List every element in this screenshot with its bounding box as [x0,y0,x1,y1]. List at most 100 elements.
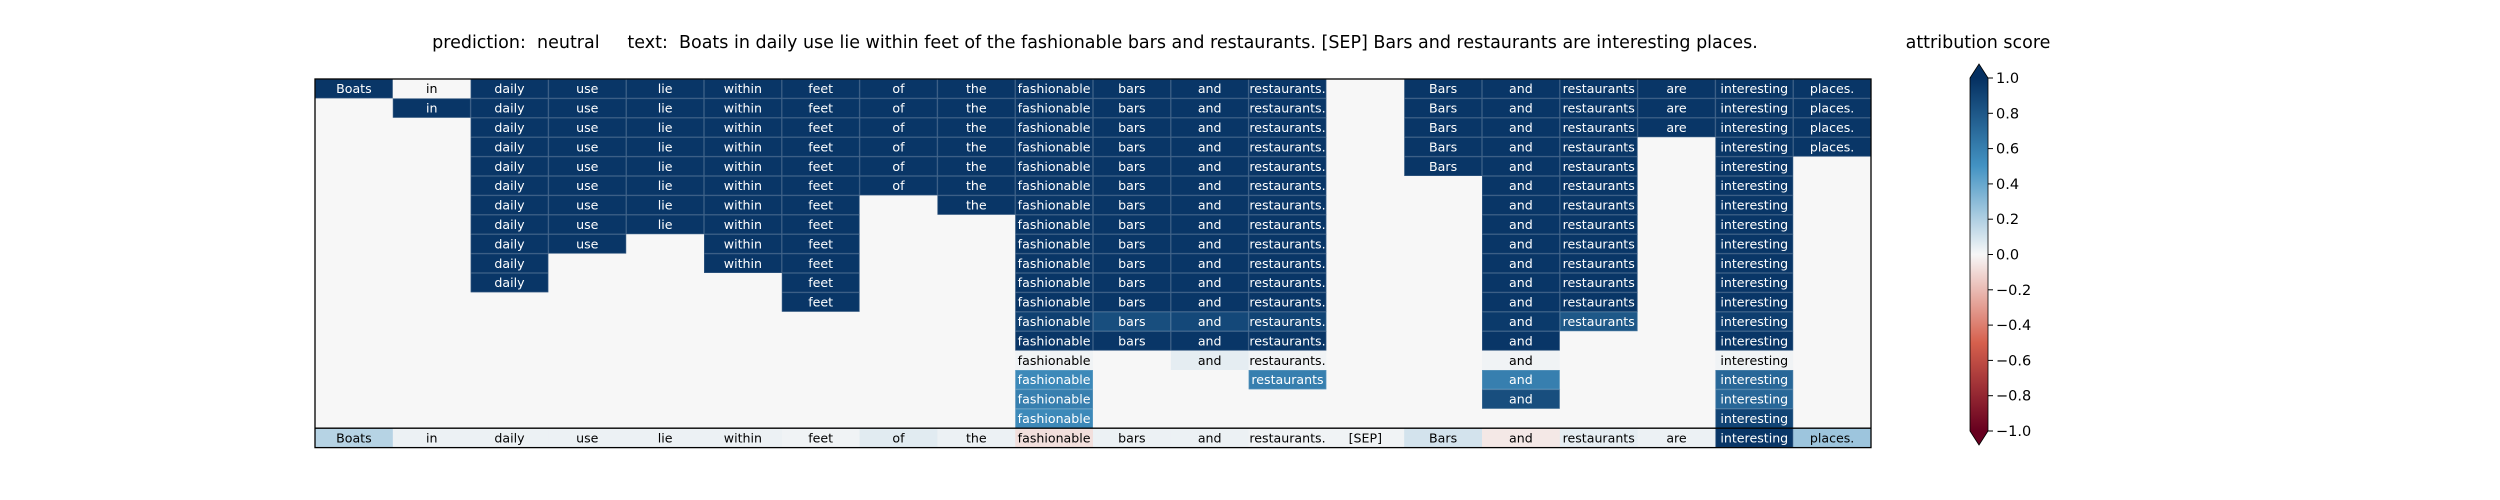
cell-border [1170,175,1249,196]
cell-border [1248,195,1327,215]
heatmap-cell [626,117,705,138]
cell-label: and [1198,178,1222,193]
cell-border [1559,292,1638,312]
heatmap-cell [1326,408,1405,429]
cell-border [781,98,860,118]
cell-border [1015,175,1094,196]
cell-border [781,137,860,157]
heatmap-cell [1093,234,1172,254]
cell-border [1404,156,1483,177]
cell-label: fashionable [1018,372,1091,387]
cell-label: interesting [1720,353,1788,368]
cell-border [470,272,549,293]
cell-label: within [724,217,762,232]
cell-label: the [966,101,987,116]
heatmap-cell [1326,234,1405,254]
heatmap-cell [704,350,783,371]
cell-label: and [1509,333,1533,348]
cell-label: the [966,120,987,135]
cell-border [781,272,860,293]
heatmap-cell [1015,311,1094,332]
heatmap-cell [1482,79,1561,99]
cell-border [1248,253,1327,274]
token-label: [SEP] [1349,430,1382,445]
cell-label: and [1198,333,1222,348]
heatmap-cell [1248,311,1327,332]
cell-label: daily [494,101,525,116]
cell-label: feet [808,178,833,193]
cell-border [859,98,938,118]
heatmap-cell [1015,214,1094,235]
cell-border [1481,272,1560,293]
heatmap-cell [1248,408,1327,429]
heatmap-cell [1715,292,1794,313]
heatmap-cell [859,273,938,293]
cell-label: restaurants [1563,256,1635,271]
heatmap-cell [1015,234,1094,254]
cell-label: and [1509,392,1533,407]
heatmap-cell [1482,350,1561,371]
heatmap-cell [548,350,627,371]
heatmap-cell [781,273,860,293]
heatmap-cell [1715,156,1794,177]
heatmap-cell [1482,214,1561,235]
heatmap-cell [704,234,783,254]
heatmap-cell [1715,331,1794,351]
heatmap-cell [626,311,705,332]
heatmap-cell [1793,273,1872,293]
heatmap-cell [1637,214,1716,235]
cell-border [859,117,938,138]
heatmap-cell [1093,156,1172,177]
cell-border [1715,331,1794,351]
heatmap-cell [1170,292,1249,313]
cell-label: lie [658,139,673,154]
cell-label: restaurants. [1249,353,1325,368]
heatmap-cell [781,311,860,332]
heatmap-cell [1637,156,1716,177]
cell-label: fashionable [1018,159,1091,174]
cell-label: feet [808,217,833,232]
heatmap-cell [937,137,1016,157]
heatmap-cell [1248,79,1327,99]
heatmap-cell [315,137,394,157]
heatmap-cell [1404,370,1483,390]
cell-border [1481,214,1560,235]
heatmap-cell [392,137,471,157]
cell-label: restaurants. [1249,333,1325,348]
cell-label: the [966,178,987,193]
cell-border [1481,195,1560,215]
cell-label: feet [808,120,833,135]
cell-border [1248,137,1327,157]
cell-label: fashionable [1018,139,1091,154]
heatmap-cell [1170,176,1249,196]
cell-label: lie [658,159,673,174]
heatmap-cell [704,195,783,216]
cell-label: interesting [1720,411,1788,426]
cell-border [1715,98,1794,118]
heatmap-cell [548,156,627,177]
heatmap-cell [1326,137,1405,157]
cell-border [1170,117,1249,138]
cell-label: restaurants [1251,372,1323,387]
cell-label: restaurants [1563,101,1635,116]
heatmap-cell [1248,195,1327,216]
heatmap-cell [315,331,394,351]
token-label: fashionable [1018,430,1091,445]
cell-label: interesting [1720,333,1788,348]
heatmap-cell [1482,273,1561,293]
heatmap-cell [1093,117,1172,138]
heatmap-cell [781,137,860,157]
heatmap-cell [1637,273,1716,293]
cell-border [1559,272,1638,293]
heatmap-cell [315,292,394,313]
cell-label: daily [494,198,525,213]
heatmap-cell [1015,156,1094,177]
cell-label: the [966,81,987,96]
heatmap-cell [704,176,783,196]
cell-label: and [1509,217,1533,232]
heatmap-cell [1404,214,1483,235]
heatmap-cell [1015,331,1094,351]
cell-label: interesting [1720,81,1788,96]
heatmap-cell [704,311,783,332]
heatmap-cell [1559,176,1638,196]
